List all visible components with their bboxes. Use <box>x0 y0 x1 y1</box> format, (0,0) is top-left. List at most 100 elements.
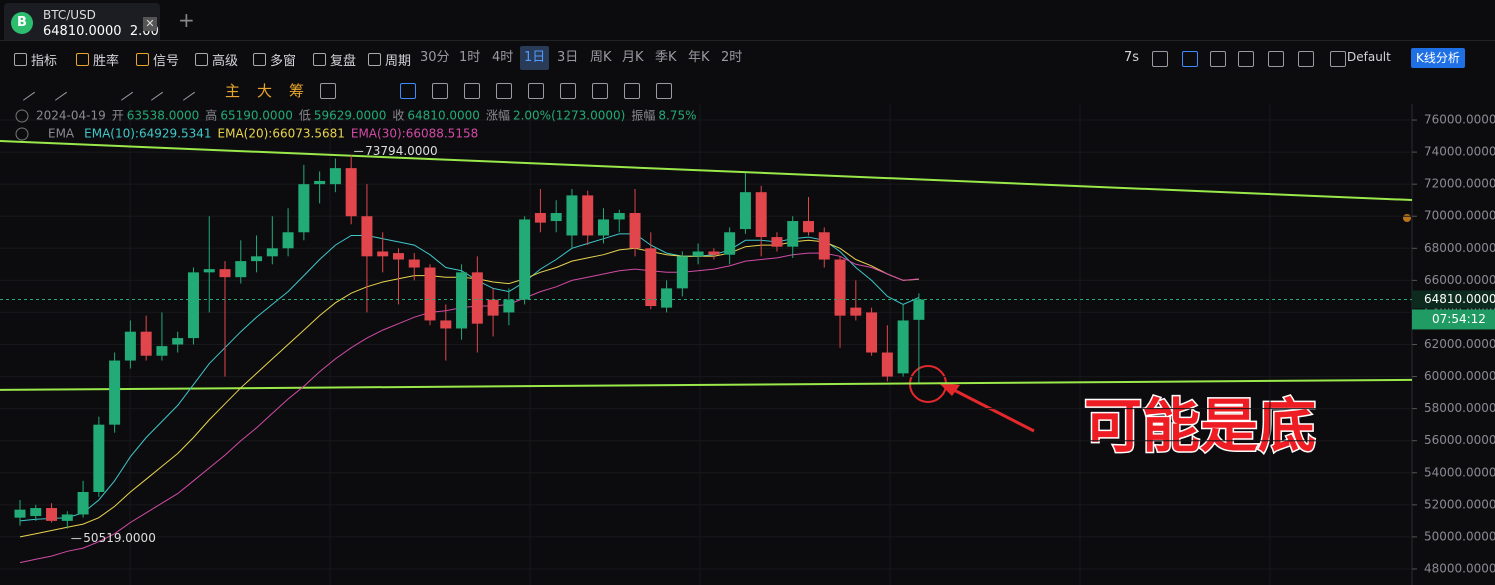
period-button[interactable]: 1日 <box>520 46 550 70</box>
toolbar-icon <box>136 53 149 66</box>
draw-icon[interactable] <box>174 80 196 101</box>
candle-body <box>424 267 436 321</box>
toolbar-item[interactable]: 多窗 <box>253 50 296 69</box>
info-label: 高 <box>205 108 217 123</box>
symbol-tab[interactable]: B BTC/USD 64810.0000 2.00 ✕ <box>4 3 160 40</box>
draw-tool-text[interactable]: 筹 <box>289 82 305 100</box>
toolbar-label: 高级 <box>212 54 239 69</box>
toolbar-item[interactable]: 复盘 <box>313 50 356 69</box>
toolbar-label: 胜率 <box>93 54 120 69</box>
draw-icon[interactable] <box>432 83 448 99</box>
draw-icon[interactable] <box>46 80 68 101</box>
tool-icon[interactable] <box>1152 51 1168 67</box>
toolbar-icon <box>313 53 326 66</box>
info-value: 63538.0000 <box>127 109 200 123</box>
draw-icon[interactable] <box>112 80 134 101</box>
tool-icon[interactable] <box>1210 51 1226 67</box>
draw-icon[interactable] <box>320 83 336 99</box>
candle-body <box>235 261 247 278</box>
period-button[interactable]: 3日 <box>557 50 579 65</box>
candle-body <box>913 299 925 320</box>
trend-line <box>0 378 1413 391</box>
candle-body <box>739 192 751 230</box>
candle-body <box>550 213 562 222</box>
draw-icon[interactable] <box>400 83 416 99</box>
tool-icon[interactable] <box>1330 51 1346 67</box>
candle-body <box>187 272 199 339</box>
period-button[interactable]: 1时 <box>459 50 481 65</box>
refresh-interval[interactable]: 7s <box>1124 50 1140 65</box>
theme-select[interactable]: Default <box>1347 50 1391 64</box>
toolbar-icon <box>14 53 27 66</box>
info-label: 涨幅 <box>486 108 510 123</box>
info-label: 收 <box>392 109 404 123</box>
period-button[interactable]: 30分 <box>420 50 450 65</box>
draw-icon[interactable] <box>14 80 36 101</box>
high-label: 73794.0000 <box>365 144 438 158</box>
draw-icon[interactable] <box>560 83 576 99</box>
info-label: 低 <box>299 109 311 123</box>
chart: 可能是底 48000.0000 50000.0000 52000.0000 54000… <box>0 104 1495 585</box>
legend-entry: EMA(30):66088.5158 <box>351 127 478 141</box>
tool-icon[interactable] <box>1268 51 1284 67</box>
draw-icon[interactable] <box>528 83 544 99</box>
toolbar-item[interactable]: 高级 <box>195 50 238 69</box>
y-tick-label: 70000.0000 <box>1424 209 1495 223</box>
toolbar-item[interactable]: 指标 <box>14 50 57 69</box>
candle-body <box>566 195 578 236</box>
trend-line <box>0 140 1413 202</box>
candle-body <box>109 360 121 425</box>
candle-body <box>156 346 168 356</box>
tool-icon[interactable] <box>1182 51 1198 67</box>
candle-body <box>282 232 294 249</box>
period-button[interactable]: 季K <box>655 50 677 65</box>
candle-body <box>440 320 452 329</box>
countdown-box <box>1412 309 1495 330</box>
draw-icon[interactable] <box>142 80 164 101</box>
tab-close[interactable]: ✕ <box>143 17 157 31</box>
legend-entry: EMA(20):66073.5681 <box>218 127 345 141</box>
candle-body <box>534 213 546 223</box>
draw-tool-text[interactable]: 大 <box>257 82 273 100</box>
candle-body <box>298 184 310 233</box>
candle-body <box>676 256 688 289</box>
draw-icon[interactable] <box>592 83 608 99</box>
candle-body <box>692 251 704 257</box>
draw-icon[interactable] <box>624 83 640 99</box>
tool-icon[interactable] <box>1238 51 1254 67</box>
y-tick-label: 62000.0000 <box>1424 337 1495 351</box>
toolbar-item[interactable]: 胜率 <box>76 50 119 69</box>
period-button[interactable]: 年K <box>688 50 710 65</box>
candle-body <box>14 509 26 518</box>
period-button[interactable]: 2时 <box>721 50 743 65</box>
info-label: 开 <box>112 109 124 123</box>
period-button[interactable]: 月K <box>622 50 644 65</box>
candle-body <box>140 331 152 356</box>
candle-body <box>30 508 42 517</box>
add-tab[interactable]: + <box>178 8 195 32</box>
candle-body <box>787 221 799 247</box>
toolbar-label: 信号 <box>153 54 180 69</box>
candle-body <box>661 288 673 308</box>
toolbar-icon <box>195 53 208 66</box>
y-tick-label: 60000.0000 <box>1424 369 1495 383</box>
last-price-label: 64810.0000 <box>1424 292 1495 306</box>
candle-body <box>172 338 184 345</box>
draw-tool-text[interactable]: 主 <box>225 82 241 100</box>
candle-body <box>61 514 73 521</box>
kline-analysis[interactable]: K线分析 <box>1411 48 1465 68</box>
period-button[interactable]: 4时 <box>492 50 514 65</box>
candle-body <box>755 192 767 238</box>
candle-body <box>708 251 720 255</box>
draw-icon[interactable] <box>464 83 480 99</box>
candle-body <box>597 219 609 236</box>
tab-price-value: 64810.0000 <box>43 24 122 39</box>
draw-icon[interactable] <box>496 83 512 99</box>
period-button[interactable]: 周K <box>590 50 612 65</box>
ema-name: EMA <box>48 127 75 141</box>
toolbar-item[interactable]: 信号 <box>136 50 179 69</box>
draw-icon[interactable] <box>656 83 672 99</box>
tool-icon[interactable] <box>1298 51 1314 67</box>
toolbar-item[interactable]: 周期 <box>368 50 411 69</box>
annotation-arrow <box>949 386 1035 433</box>
